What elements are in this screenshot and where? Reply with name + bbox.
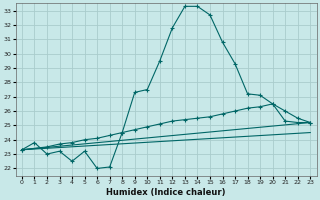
X-axis label: Humidex (Indice chaleur): Humidex (Indice chaleur) (106, 188, 226, 197)
